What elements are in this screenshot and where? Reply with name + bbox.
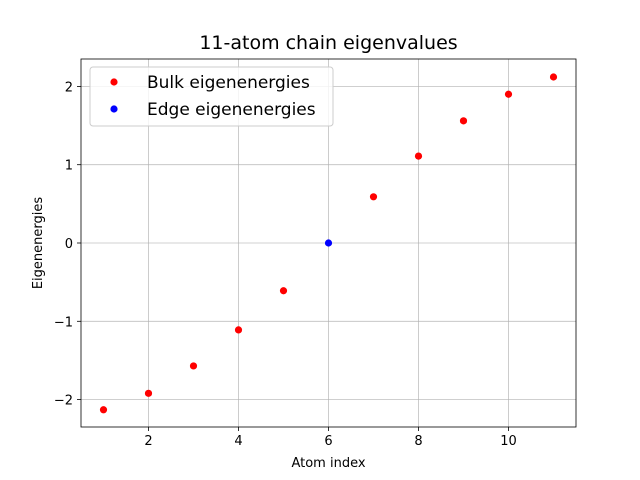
x-axis-label: Atom index <box>291 456 365 471</box>
chart-title: 11-atom chain eigenvalues <box>199 32 457 54</box>
edge-data-point <box>324 239 333 247</box>
y-tick-label: 2 <box>65 80 73 95</box>
legend-marker <box>110 78 118 86</box>
y-axis-label: Eigenenergies <box>31 197 46 290</box>
y-tick-label: −1 <box>54 315 73 330</box>
bulk-data-point <box>234 326 243 334</box>
bulk-data-point <box>549 73 558 81</box>
bulk-data-point <box>459 117 468 125</box>
bulk-data-point <box>414 152 423 160</box>
x-tick-label: 2 <box>144 434 152 449</box>
y-tick-label: 0 <box>65 237 73 252</box>
legend: Bulk eigenenergies Edge eigenenergies <box>89 66 334 127</box>
bulk-data-point <box>189 362 198 370</box>
y-tick-label: 1 <box>65 159 73 174</box>
axis-ticks: 2 4 6 8 10 −2 −1 0 1 2 <box>54 80 517 449</box>
x-tick-label: 4 <box>234 434 242 449</box>
bulk-data-point <box>144 389 153 397</box>
x-tick-label: 8 <box>414 434 422 449</box>
x-tick-label: 6 <box>324 434 332 449</box>
y-tick-label: −2 <box>54 394 73 409</box>
legend-label: Bulk eigenenergies <box>147 73 310 93</box>
bulk-data-point <box>279 287 288 295</box>
bulk-data-point <box>369 193 378 201</box>
data-points <box>99 73 558 414</box>
x-tick-label: 10 <box>500 434 517 449</box>
legend-box <box>89 66 334 127</box>
bulk-data-point <box>504 90 513 98</box>
legend-marker <box>110 105 118 113</box>
bulk-data-point <box>99 406 108 414</box>
legend-label: Edge eigenenergies <box>147 100 316 120</box>
